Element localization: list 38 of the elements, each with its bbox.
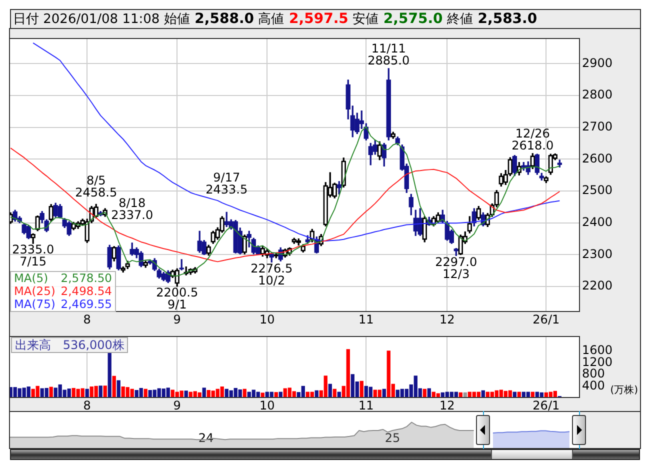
x-tick-label: 9: [173, 398, 181, 412]
annotation: 2276.5 10/2: [250, 261, 293, 288]
x-tick-label: 11: [358, 312, 374, 326]
x-tick-label: 26/1: [532, 312, 560, 326]
x-tick-label: 9: [173, 312, 181, 326]
x-tick-label: 11: [358, 398, 374, 412]
y-tick-label: 2600: [582, 151, 613, 166]
annotation: 12/26 2618.0: [512, 126, 554, 153]
chart-title: 出来高 536,000株: [11, 337, 128, 354]
annotation: 2335.0 7/15: [12, 242, 54, 269]
y-tick-label: 400: [582, 378, 605, 392]
x-tick-label: 26/1: [532, 398, 560, 412]
series-label: MA(5) 2,578.50: [14, 271, 112, 285]
y-tick-label: 800: [582, 366, 605, 381]
x-tick-label: 8: [83, 398, 91, 412]
y-tick-label: 2500: [582, 183, 613, 198]
x-tick-label: 8: [83, 312, 91, 326]
y-tick-label: 1600: [582, 343, 613, 358]
annotation: 9/17 2433.5: [206, 170, 248, 196]
text: MA(25) 2,498.54: [14, 284, 112, 298]
annotation: 2297.0 12/3: [435, 254, 478, 281]
annotation: 2200.5 9/1: [156, 285, 198, 312]
annotation: 11/11 2885.0: [368, 42, 410, 68]
x-tick-label: 12: [439, 312, 455, 326]
y-axis-title: (万株): [610, 385, 638, 397]
chart-title: 日付 2026/01/08 11:08 始値 2,588.0 高値 2,597.5 安値 2,575.0 終値 2,583.0: [13, 11, 538, 27]
y-tick-label: 2800: [582, 88, 613, 102]
y-tick-label: 2900: [582, 56, 613, 70]
y-tick-label: 1200: [582, 354, 613, 369]
y-tick-label: 2700: [582, 119, 613, 134]
y-tick-label: 2300: [582, 246, 613, 261]
text: MA(75) 2,469.55: [14, 297, 112, 311]
y-tick-label: 2200: [582, 278, 613, 293]
x-tick-label: 10: [259, 398, 275, 412]
x-tick-label: 10: [259, 312, 275, 326]
y-tick-label: 2400: [582, 214, 613, 229]
x-tick-label: 25: [384, 430, 400, 445]
x-tick-label: 12: [439, 398, 455, 412]
